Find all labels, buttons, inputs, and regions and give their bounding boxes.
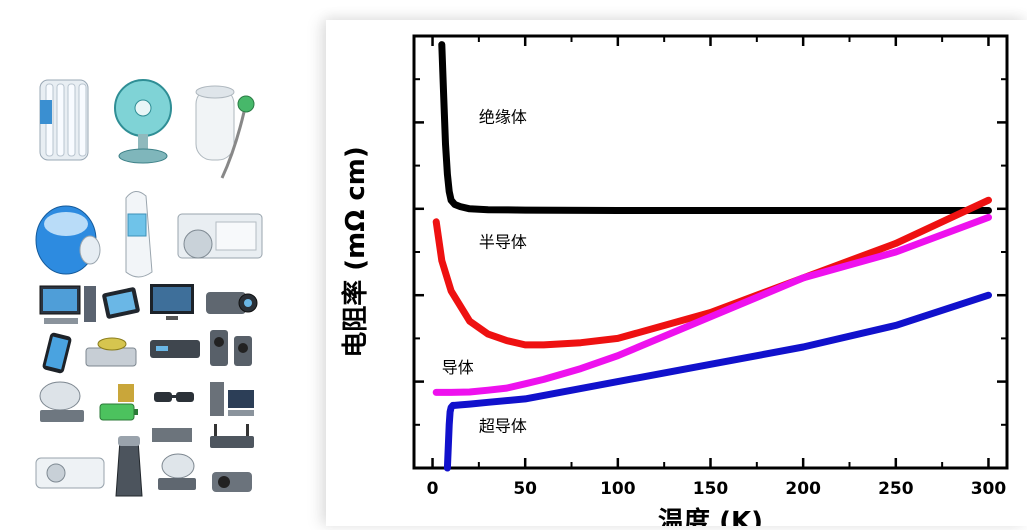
stereo-icon bbox=[152, 428, 192, 442]
series-line-3 bbox=[443, 291, 992, 472]
desktop-computer-icon bbox=[39, 285, 96, 324]
x-tick-label: 100 bbox=[600, 479, 636, 499]
3d-glasses-icon bbox=[154, 392, 194, 402]
desk-fan-icon bbox=[114, 79, 172, 164]
satellite-receiver-icon bbox=[158, 453, 196, 490]
series-label-3: 超导体 bbox=[479, 416, 527, 435]
home-theater-icon bbox=[210, 382, 254, 416]
x-tick-label: 250 bbox=[878, 479, 914, 499]
x-tick-label: 0 bbox=[427, 479, 439, 499]
projector-icon bbox=[212, 472, 252, 492]
electric-shaver-icon bbox=[115, 436, 143, 497]
series-line-0 bbox=[438, 41, 992, 214]
x-tick-label: 200 bbox=[785, 479, 821, 499]
smartphone-icon bbox=[42, 332, 72, 374]
x-axis-title: 温度 (K) bbox=[658, 506, 763, 526]
series-label-1: 半导体 bbox=[479, 233, 527, 252]
x-tick-label: 50 bbox=[513, 479, 537, 499]
y-axis-title: 电阻率 (mΩ cm) bbox=[340, 146, 371, 358]
air-conditioner-outdoor-icon bbox=[177, 213, 263, 259]
dvd-player-icon bbox=[85, 337, 137, 367]
router-icon bbox=[210, 424, 254, 448]
flat-tv-icon bbox=[150, 284, 194, 320]
ear-thermometer-icon bbox=[125, 191, 153, 278]
x-tick-label: 300 bbox=[971, 479, 1007, 499]
x-tick-label: 150 bbox=[693, 479, 729, 499]
appliance-icons-panel bbox=[0, 0, 300, 526]
appliance-icons-grid bbox=[35, 79, 263, 497]
split-air-conditioner-icon bbox=[35, 457, 105, 489]
satellite-dish-icon bbox=[39, 381, 84, 422]
camcorder-icon bbox=[206, 292, 258, 314]
water-heater-icon bbox=[195, 85, 255, 179]
humidifier-icon bbox=[35, 205, 101, 275]
chart-card: 0 50 100 150 200 250 300 绝缘体半导体导体超导体 电阻率 (mΩ cm)… bbox=[326, 20, 1027, 526]
set-top-box-icon bbox=[150, 340, 200, 358]
oil-heater-icon bbox=[39, 79, 89, 161]
series-label-0: 绝缘体 bbox=[479, 107, 527, 126]
speakers-icon bbox=[210, 330, 252, 366]
battery-icon bbox=[99, 384, 138, 421]
tablet-icon bbox=[102, 287, 140, 319]
series-label-2: 导体 bbox=[442, 358, 474, 377]
series-line-2 bbox=[432, 213, 992, 396]
